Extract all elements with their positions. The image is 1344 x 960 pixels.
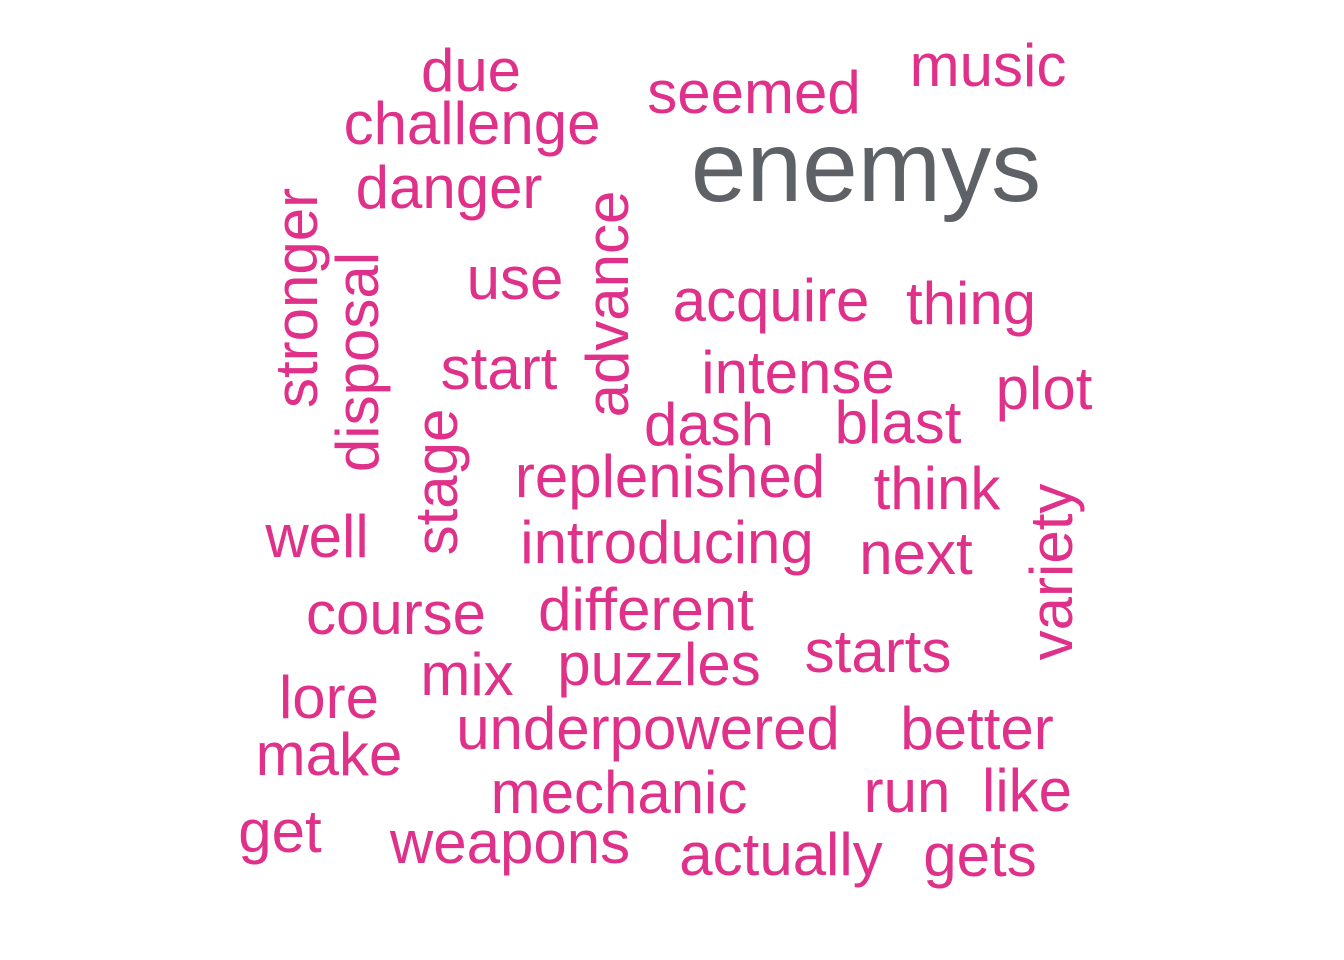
word-start: start: [440, 335, 558, 402]
word-stage: stage: [403, 408, 470, 556]
word-next: next: [859, 520, 973, 587]
word-run: run: [863, 758, 951, 825]
word-dash: dash: [643, 391, 775, 458]
word-different: different: [538, 576, 754, 643]
word-think: think: [873, 455, 1001, 522]
word-like: like: [981, 757, 1073, 824]
word-variety: variety: [1018, 483, 1085, 661]
word-gets: gets: [923, 822, 1037, 889]
word-acquire: acquire: [672, 267, 870, 334]
word-stronger: stronger: [263, 187, 330, 409]
word-disposal: disposal: [324, 251, 391, 473]
word-seemed: seemed: [647, 59, 861, 126]
word-introducing: introducing: [520, 509, 814, 576]
word-better: better: [900, 695, 1054, 762]
word-well: well: [265, 503, 369, 570]
word-advance: advance: [574, 190, 641, 418]
word-get: get: [238, 798, 322, 865]
word-use: use: [466, 245, 564, 312]
word-mix: mix: [420, 641, 514, 708]
word-puzzles: puzzles: [557, 631, 761, 698]
word-due: due: [420, 37, 522, 104]
word-thing: thing: [905, 270, 1037, 337]
word-plot: plot: [995, 355, 1093, 422]
word-make: make: [255, 721, 403, 788]
word-blast: blast: [834, 389, 962, 456]
word-music: music: [909, 32, 1067, 99]
word-danger: danger: [355, 154, 543, 221]
word-starts: starts: [804, 618, 952, 685]
word-weapons: weapons: [389, 809, 631, 876]
word-lore: lore: [278, 664, 380, 731]
word-challenge: challenge: [343, 90, 601, 157]
word-enemys: enemys: [690, 111, 1042, 223]
word-underpowered: underpowered: [456, 695, 840, 762]
word-replenished: replenished: [514, 443, 826, 510]
word-intense: intense: [701, 339, 895, 406]
word-mechanic: mechanic: [490, 759, 748, 826]
word-actually: actually: [679, 821, 883, 888]
word-course: course: [305, 580, 487, 647]
